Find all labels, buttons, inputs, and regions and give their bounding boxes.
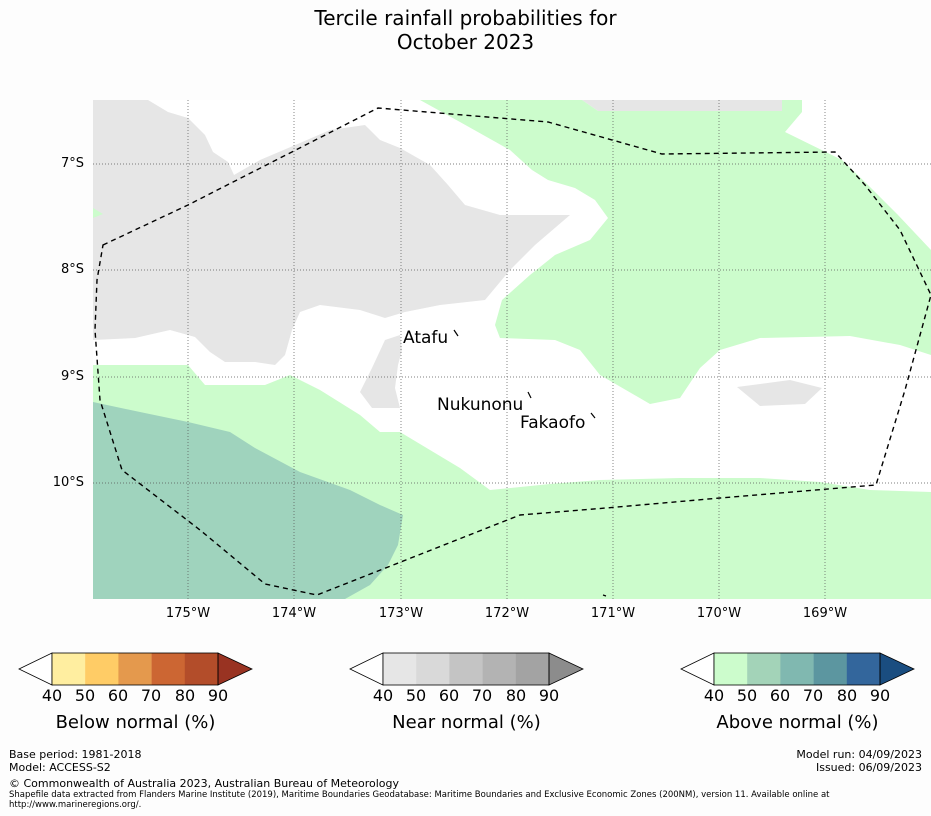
lon-label-172w: 172°W xyxy=(484,606,530,621)
above-swatch xyxy=(747,653,781,685)
above-normal-50-region xyxy=(93,402,403,599)
base-period: Base period: 1981-2018 xyxy=(9,748,142,761)
above-tick: 60 xyxy=(769,686,791,705)
lon-label-171w: 171°W xyxy=(590,606,636,621)
above-swatch xyxy=(846,653,881,685)
footer-left: Base period: 1981-2018 Model: ACCESS-S2 xyxy=(9,748,141,774)
below-swatch xyxy=(52,653,86,685)
above-swatch xyxy=(714,653,748,685)
near-colorbar-frame xyxy=(382,652,550,686)
below-tick: 80 xyxy=(174,686,196,705)
below-under-arrow xyxy=(18,652,53,686)
near-tick: 60 xyxy=(438,686,460,705)
above-colorbar-frame xyxy=(713,652,881,686)
near-tick: 40 xyxy=(372,686,394,705)
near-swatch xyxy=(383,653,417,685)
near-under-arrow xyxy=(349,652,384,686)
above-swatch xyxy=(780,653,814,685)
colorbar-above-swatches xyxy=(680,652,915,686)
near-over-arrow xyxy=(548,652,584,686)
nukunonu-island xyxy=(527,391,532,399)
near-swatch xyxy=(515,653,550,685)
above-swatch xyxy=(813,653,848,685)
below-tick: 40 xyxy=(41,686,63,705)
shapefile-credit: Shapefile data extracted from Flanders M… xyxy=(9,790,919,810)
atafu-island xyxy=(453,329,459,337)
colorbar-near-ticks: 40 50 60 70 80 90 xyxy=(349,686,584,706)
place-fakaofo: Fakaofo xyxy=(520,413,586,433)
lon-label-170w: 170°W xyxy=(696,606,742,621)
title-line-1: Tercile rainfall probabilities for xyxy=(314,6,617,30)
lon-label-174w: 174°W xyxy=(271,606,317,621)
above-tick: 40 xyxy=(703,686,725,705)
above-under-arrow xyxy=(680,652,715,686)
title-line-2: October 2023 xyxy=(396,30,535,54)
near-normal-region-west xyxy=(93,100,570,365)
footer-right: Model run: 04/09/2023 Issued: 06/09/2023 xyxy=(796,748,922,774)
shapefile-credit-line2: http://www.marineregions.org/. xyxy=(9,800,142,810)
below-swatch xyxy=(85,653,119,685)
below-tick: 60 xyxy=(107,686,129,705)
lon-label-175w: 175°W xyxy=(165,606,211,621)
lon-label-173w: 173°W xyxy=(378,606,424,621)
below-colorbar-frame xyxy=(51,652,219,686)
island-markers xyxy=(453,329,607,597)
colorbar-below-label: Below normal (%) xyxy=(55,712,216,733)
near-tick: 90 xyxy=(538,686,560,705)
below-over-arrow xyxy=(217,652,253,686)
above-tick: 70 xyxy=(802,686,824,705)
colorbar-below-swatches xyxy=(18,652,253,686)
below-swatch xyxy=(184,653,219,685)
lat-label-10s: 10°S xyxy=(52,475,84,490)
lat-label-9s: 9°S xyxy=(60,369,84,384)
near-tick: 70 xyxy=(471,686,493,705)
below-tick: 70 xyxy=(140,686,162,705)
below-tick: 90 xyxy=(207,686,229,705)
near-normal-region-atafu xyxy=(360,335,402,408)
near-normal-region-east xyxy=(737,380,822,406)
copyright: © Commonwealth of Australia 2023, Austra… xyxy=(9,777,399,790)
above-tick: 90 xyxy=(869,686,891,705)
colorbar-below-normal: 40 50 60 70 80 90 Below normal (%) xyxy=(18,652,253,733)
colorbar-above-ticks: 40 50 60 70 80 90 xyxy=(680,686,915,706)
below-swatch xyxy=(151,653,186,685)
above-normal-region-north xyxy=(420,100,931,404)
lat-label-8s: 8°S xyxy=(60,262,84,277)
colorbar-near-label: Near normal (%) xyxy=(392,712,541,733)
colorbar-above-normal: 40 50 60 70 80 90 Above normal (%) xyxy=(680,652,915,733)
above-tick: 80 xyxy=(836,686,858,705)
colorbar-above-label: Above normal (%) xyxy=(716,712,879,733)
lon-label-169w: 169°W xyxy=(802,606,848,621)
eez-boundary xyxy=(94,107,931,596)
issued-date: Issued: 06/09/2023 xyxy=(815,761,922,774)
below-tick: 50 xyxy=(74,686,96,705)
near-swatch xyxy=(482,653,517,685)
below-swatch xyxy=(118,653,152,685)
lat-label-7s: 7°S xyxy=(60,156,84,171)
place-nukunonu: Nukunonu xyxy=(437,395,524,415)
near-tick: 50 xyxy=(405,686,427,705)
near-swatch xyxy=(449,653,483,685)
model-run: Model run: 04/09/2023 xyxy=(796,748,922,761)
colorbar-below-ticks: 40 50 60 70 80 90 xyxy=(18,686,253,706)
colorbar-near-normal: 40 50 60 70 80 90 Near normal (%) xyxy=(349,652,584,733)
model-name: Model: ACCESS-S2 xyxy=(9,761,111,774)
near-tick: 80 xyxy=(505,686,527,705)
graticule xyxy=(93,100,931,599)
chart-title: Tercile rainfall probabilities for Octob… xyxy=(0,6,931,54)
swains-dot xyxy=(602,594,607,597)
colorbar-near-swatches xyxy=(349,652,584,686)
near-swatch xyxy=(416,653,450,685)
fakaofo-island xyxy=(590,412,596,419)
place-atafu: Atafu xyxy=(403,328,449,348)
shapefile-credit-line1: Shapefile data extracted from Flanders M… xyxy=(9,790,830,800)
near-normal-region-top xyxy=(582,100,782,111)
above-over-arrow xyxy=(879,652,915,686)
above-normal-region-edge xyxy=(93,208,103,218)
above-tick: 50 xyxy=(736,686,758,705)
